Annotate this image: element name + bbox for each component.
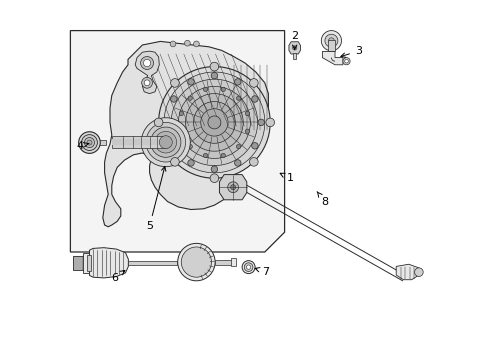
Circle shape bbox=[194, 102, 235, 143]
Circle shape bbox=[245, 263, 253, 271]
Circle shape bbox=[186, 94, 243, 151]
Circle shape bbox=[201, 109, 228, 136]
Text: 4: 4 bbox=[76, 141, 89, 151]
Circle shape bbox=[141, 118, 190, 167]
Circle shape bbox=[144, 59, 151, 67]
Circle shape bbox=[142, 77, 152, 88]
Circle shape bbox=[171, 78, 179, 87]
Bar bbox=[293, 53, 296, 59]
Circle shape bbox=[179, 111, 184, 116]
Circle shape bbox=[164, 72, 265, 173]
Circle shape bbox=[236, 144, 241, 149]
Circle shape bbox=[249, 158, 258, 166]
Circle shape bbox=[328, 38, 334, 44]
Text: 1: 1 bbox=[280, 173, 294, 183]
Circle shape bbox=[228, 182, 239, 193]
Bar bbox=[231, 258, 236, 266]
Circle shape bbox=[84, 138, 95, 148]
Circle shape bbox=[170, 41, 176, 47]
Circle shape bbox=[210, 174, 219, 183]
Circle shape bbox=[293, 46, 297, 50]
Bar bbox=[87, 140, 106, 145]
Bar bbox=[73, 256, 87, 270]
Bar bbox=[128, 261, 176, 265]
Circle shape bbox=[151, 127, 181, 157]
Bar bbox=[215, 260, 235, 265]
Polygon shape bbox=[289, 42, 300, 54]
Circle shape bbox=[245, 129, 249, 134]
Circle shape bbox=[164, 119, 171, 126]
Circle shape bbox=[171, 79, 258, 166]
Circle shape bbox=[171, 96, 177, 102]
Circle shape bbox=[258, 119, 265, 126]
Circle shape bbox=[325, 34, 338, 47]
Circle shape bbox=[211, 72, 218, 79]
Polygon shape bbox=[322, 51, 343, 65]
Circle shape bbox=[221, 87, 225, 91]
Polygon shape bbox=[396, 264, 419, 280]
Circle shape bbox=[321, 31, 342, 51]
Polygon shape bbox=[135, 51, 159, 94]
Text: 7: 7 bbox=[255, 267, 270, 277]
Circle shape bbox=[188, 144, 193, 149]
Circle shape bbox=[203, 153, 208, 158]
Bar bbox=[87, 255, 91, 271]
Polygon shape bbox=[220, 175, 247, 200]
Polygon shape bbox=[71, 31, 285, 252]
Text: 6: 6 bbox=[111, 270, 125, 283]
Circle shape bbox=[208, 116, 221, 129]
Bar bbox=[83, 253, 90, 273]
Circle shape bbox=[181, 247, 212, 277]
Circle shape bbox=[252, 143, 258, 149]
Circle shape bbox=[154, 118, 163, 127]
Circle shape bbox=[171, 158, 179, 166]
Circle shape bbox=[178, 243, 215, 281]
Circle shape bbox=[235, 160, 241, 166]
Circle shape bbox=[203, 87, 208, 91]
Circle shape bbox=[141, 57, 153, 69]
Text: 2: 2 bbox=[291, 31, 298, 49]
Circle shape bbox=[266, 118, 274, 127]
Circle shape bbox=[155, 131, 176, 153]
Circle shape bbox=[345, 59, 348, 63]
Circle shape bbox=[210, 62, 219, 71]
Circle shape bbox=[194, 41, 199, 47]
Circle shape bbox=[211, 166, 218, 172]
Circle shape bbox=[159, 67, 270, 178]
Circle shape bbox=[159, 136, 172, 149]
Circle shape bbox=[144, 80, 150, 86]
Circle shape bbox=[415, 268, 423, 276]
Circle shape bbox=[249, 78, 258, 87]
Circle shape bbox=[221, 153, 225, 158]
Circle shape bbox=[178, 86, 250, 158]
Circle shape bbox=[81, 135, 98, 150]
Circle shape bbox=[171, 143, 177, 149]
Circle shape bbox=[343, 58, 350, 65]
Circle shape bbox=[79, 132, 100, 153]
Bar bbox=[328, 40, 335, 51]
Circle shape bbox=[87, 140, 92, 145]
Circle shape bbox=[245, 111, 249, 116]
Circle shape bbox=[179, 129, 184, 134]
Polygon shape bbox=[90, 248, 128, 278]
Circle shape bbox=[236, 96, 241, 100]
Circle shape bbox=[146, 122, 186, 162]
Polygon shape bbox=[103, 41, 269, 227]
Circle shape bbox=[246, 265, 251, 269]
Circle shape bbox=[231, 185, 236, 190]
Circle shape bbox=[188, 96, 193, 100]
Text: 5: 5 bbox=[146, 166, 166, 231]
Bar bbox=[112, 139, 166, 145]
Circle shape bbox=[252, 96, 258, 102]
Text: 8: 8 bbox=[317, 192, 328, 207]
Bar bbox=[112, 136, 166, 148]
Circle shape bbox=[185, 40, 190, 46]
Circle shape bbox=[242, 261, 255, 274]
Circle shape bbox=[235, 78, 241, 85]
Circle shape bbox=[188, 78, 194, 85]
Text: 3: 3 bbox=[341, 46, 362, 57]
Circle shape bbox=[188, 160, 194, 166]
